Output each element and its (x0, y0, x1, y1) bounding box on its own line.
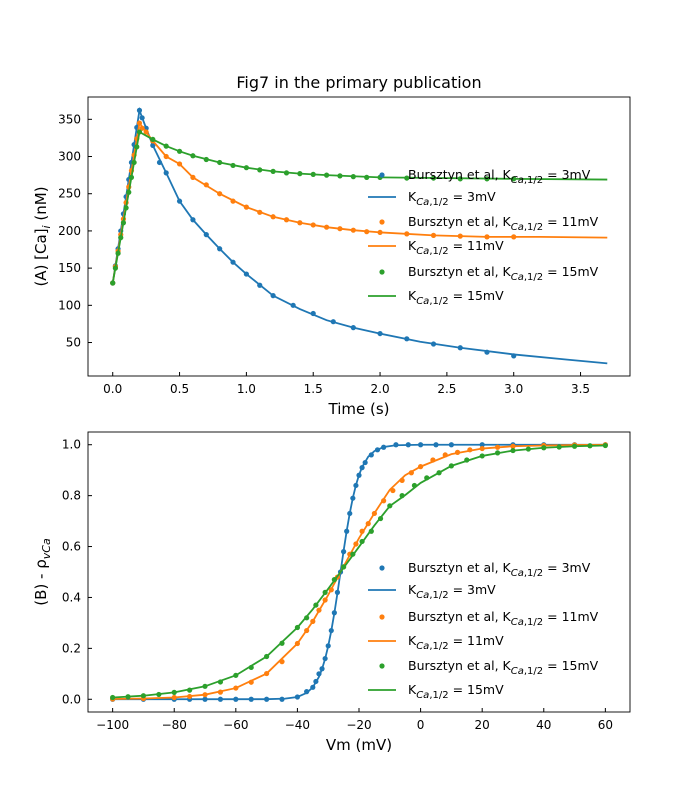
y-tick-label: 150 (58, 261, 81, 275)
legend-marker-swatch (379, 172, 385, 178)
y-tick-label: 0.8 (62, 489, 81, 503)
legend-entry-label: KCa,1/2 = 3mV (408, 582, 496, 601)
x-tick-label: 1.0 (237, 382, 256, 396)
y-tick-label: 0.2 (62, 641, 81, 655)
legend-marker-swatch (379, 565, 385, 571)
series-line-3 (112, 443, 606, 700)
y-tick-label: 300 (58, 150, 81, 164)
y-tick-label: 0.4 (62, 590, 81, 604)
x-tick-label: 60 (598, 718, 613, 732)
y-tick-label: 0.6 (62, 540, 81, 554)
legend-entry-label: Bursztyn et al, KCa,1/2 = 11mV (408, 214, 599, 233)
legend-entry-label: KCa,1/2 = 11mV (408, 238, 504, 257)
y-tick-label: 350 (58, 112, 81, 126)
data-point (110, 694, 116, 701)
legend-marker-swatch (379, 663, 385, 669)
series-line-5 (111, 130, 608, 284)
x-tick-label: −100 (96, 718, 129, 732)
legend-entry-label: Bursztyn et al, KCa,1/2 = 11mV (408, 609, 599, 628)
legend-entry-label: Bursztyn et al, KCa,1/2 = 15mV (408, 658, 599, 677)
legend-entry-label: Bursztyn et al, KCa,1/2 = 3mV (408, 167, 591, 186)
legend: Bursztyn et al, KCa,1/2 = 3mV KCa,1/2 = 3… (368, 167, 599, 307)
y-tick-label: 1.0 (62, 438, 81, 452)
x-tick-label: 3.0 (504, 382, 523, 396)
y-tick-label: 0.0 (62, 692, 81, 706)
x-tick-label: 0 (417, 718, 425, 732)
legend: Bursztyn et al, KCa,1/2 = 3mV KCa,1/2 = 3… (368, 560, 599, 701)
legend-entry-label: Bursztyn et al, KCa,1/2 = 15mV (408, 264, 599, 283)
legend-entry-label: KCa,1/2 = 15mV (408, 682, 504, 701)
y-axis-label: (A) [Ca]i (nM) (32, 186, 53, 286)
series-line-5 (112, 444, 606, 699)
x-axis-label: Time (s) (328, 400, 390, 418)
legend-marker-swatch (379, 269, 385, 275)
legend-entry-label: KCa,1/2 = 3mV (408, 189, 496, 208)
legend-entry-label: Bursztyn et al, KCa,1/2 = 3mV (408, 560, 591, 579)
axes-frame (87, 96, 631, 377)
legend-entry-label: KCa,1/2 = 15mV (408, 288, 504, 307)
series-line-3 (111, 120, 608, 284)
y-tick-label: 100 (58, 298, 81, 312)
x-tick-label: −80 (162, 718, 187, 732)
x-tick-label: 0.0 (103, 382, 122, 396)
y-axis-label: (B) - ρvCa (32, 538, 53, 606)
x-tick-label: −60 (223, 718, 248, 732)
chart-title: Fig7 in the primary publication (236, 73, 481, 92)
x-axis-label: Vm (mV) (326, 736, 392, 754)
top-chart-ca-vs-time: 0.0 0.5 1.0 1.5 2.0 2.5 3.0 3.5 50 100 150 200 250 30… (32, 96, 631, 418)
x-tick-label: −40 (285, 718, 310, 732)
bottom-chart-rho-vs-vm: −100 −80 −60 −40 −20 0 20 40 60 0.0 0.2 0.4 0.6 0.8 1.… (32, 431, 631, 754)
legend-marker-swatch (379, 614, 385, 620)
series-line-1 (111, 106, 608, 365)
x-tick-label: 40 (536, 718, 551, 732)
y-tick-label: 200 (58, 224, 81, 238)
x-tick-label: 0.5 (170, 382, 189, 396)
x-tick-label: 2.0 (371, 382, 390, 396)
legend-entry-label: KCa,1/2 = 11mV (408, 633, 504, 652)
x-tick-label: 3.5 (571, 382, 590, 396)
legend-marker-swatch (379, 219, 385, 225)
x-tick-label: 1.5 (304, 382, 323, 396)
x-tick-label: 2.5 (437, 382, 456, 396)
x-tick-label: −20 (346, 718, 371, 732)
y-tick-label: 50 (66, 336, 81, 350)
x-tick-label: 20 (475, 718, 490, 732)
y-tick-label: 250 (58, 187, 81, 201)
